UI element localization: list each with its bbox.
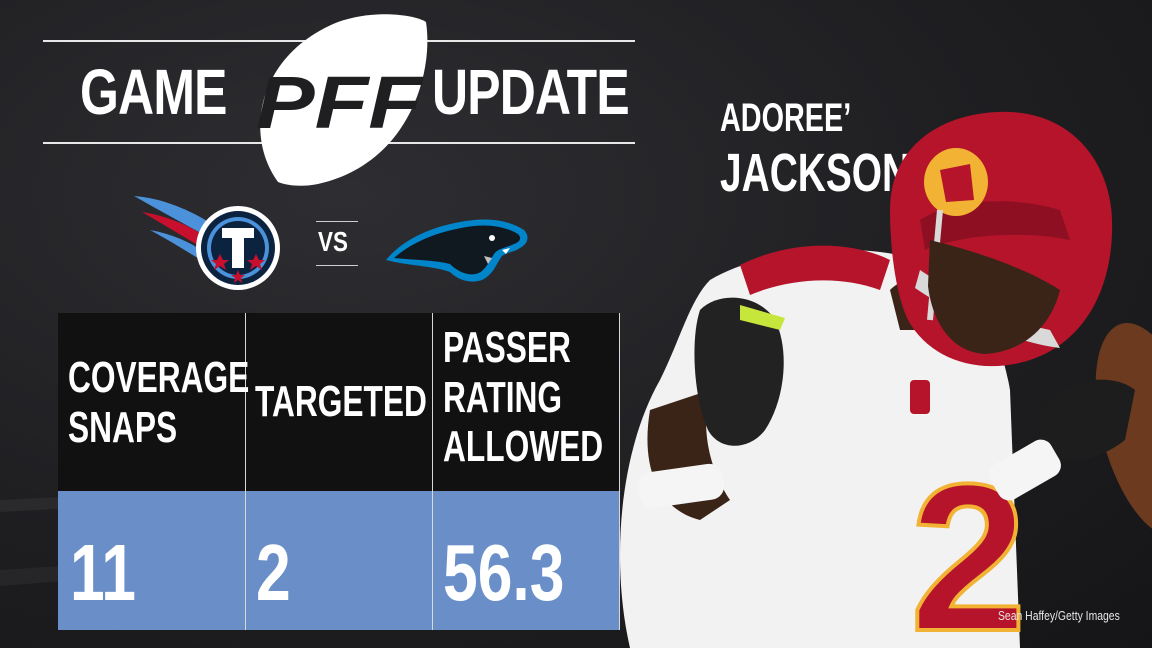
stat-value-coverage-snaps: 11 bbox=[70, 528, 136, 617]
pff-logo-text: PFF bbox=[256, 61, 424, 144]
column-divider bbox=[245, 313, 246, 630]
vs-label: VS bbox=[318, 226, 348, 257]
player-last-name: JACKSON bbox=[720, 143, 911, 203]
stat-header-passer-rating: PASSER RATING ALLOWED bbox=[443, 323, 604, 472]
vs-top-line bbox=[316, 221, 358, 222]
jersey-number: 2 bbox=[910, 440, 1027, 648]
vs-bottom-line bbox=[316, 265, 358, 266]
stats-table: COVERAGE SNAPS TARGETED PASSER RATING AL… bbox=[58, 313, 620, 630]
stats-header-row bbox=[58, 313, 620, 491]
titans-logo-icon bbox=[134, 196, 280, 290]
pff-football-logo: PFF bbox=[256, 14, 428, 186]
stat-header-coverage-snaps: COVERAGE SNAPS bbox=[68, 353, 250, 452]
title-game: GAME bbox=[80, 56, 227, 128]
column-divider bbox=[619, 313, 620, 630]
player-photo: 2 bbox=[620, 111, 1152, 648]
stat-value-targeted: 2 bbox=[256, 528, 291, 617]
panthers-logo-icon bbox=[386, 219, 528, 282]
column-divider bbox=[432, 313, 433, 630]
stat-header-targeted: TARGETED bbox=[255, 377, 427, 426]
title-update: UPDATE bbox=[432, 56, 630, 128]
stats-value-row bbox=[58, 491, 620, 630]
photo-credit: Sean Haffey/Getty Images bbox=[998, 608, 1120, 623]
player-first-name: ADOREE’ bbox=[720, 96, 852, 140]
stat-value-passer-rating: 56.3 bbox=[443, 528, 565, 617]
